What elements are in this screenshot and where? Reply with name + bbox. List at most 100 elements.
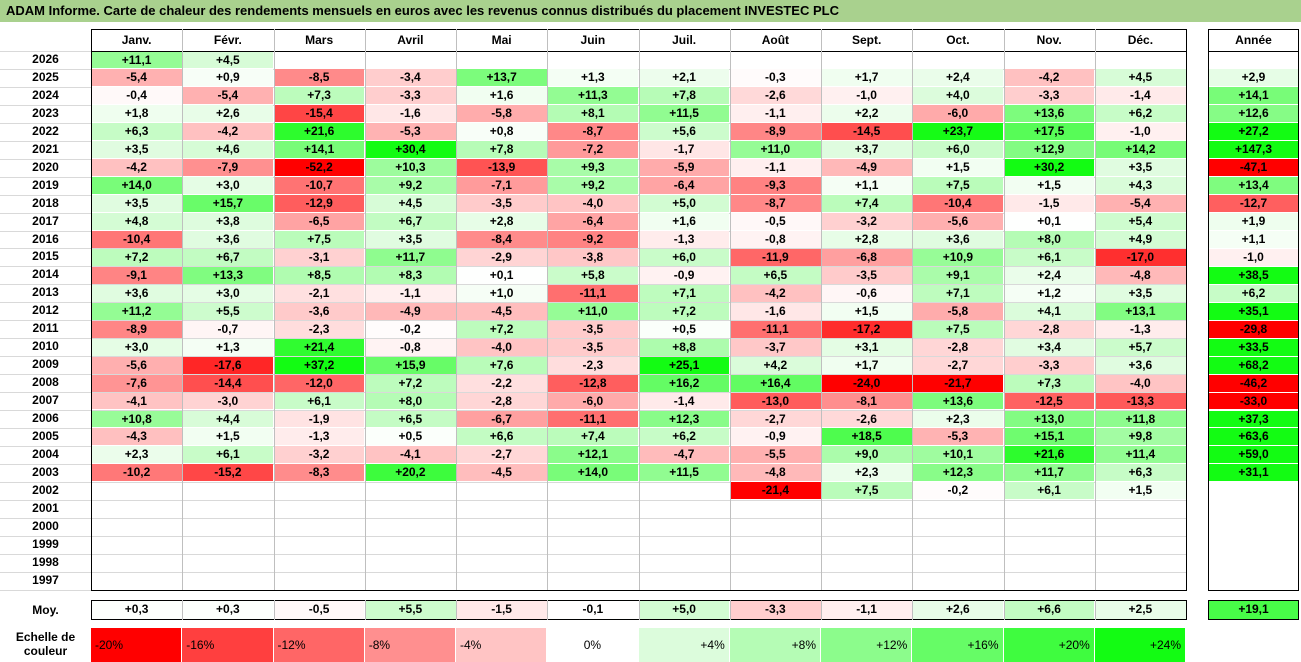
heatmap-cell: +8,0	[1004, 231, 1095, 248]
annual-cell	[1209, 554, 1299, 571]
heatmap-cell: +13,1	[1095, 302, 1186, 320]
heatmap-cell: -2,9	[456, 248, 547, 266]
heatmap-cell: -2,3	[547, 356, 638, 374]
heatmap-cell: -3,4	[365, 69, 456, 87]
heatmap-cell: -6,0	[912, 105, 1003, 123]
column-separator	[273, 599, 275, 620]
heatmap-cell: +15,7	[182, 195, 273, 213]
heatmap-cell	[1004, 554, 1094, 571]
heatmap-cell: -1,1	[730, 159, 821, 177]
heatmap-cell	[730, 536, 820, 553]
year-label: 2010	[32, 339, 59, 354]
heatmap-cell: -1,5	[1004, 195, 1095, 213]
heatmap-cell	[274, 572, 364, 589]
heatmap-cell: -17,6	[182, 356, 273, 374]
column-header: Juil.	[672, 33, 697, 47]
heatmap-cell: -11,1	[730, 320, 821, 338]
column-header: Déc.	[1127, 33, 1154, 47]
heatmap-cell: -7,1	[456, 177, 547, 195]
color-scale-swatch: +20%	[1003, 627, 1095, 662]
heatmap-cell: +15,9	[365, 356, 456, 374]
year-label: 2016	[32, 231, 59, 246]
heatmap-cell: +14,0	[547, 464, 638, 482]
year-label: 2017	[32, 213, 59, 228]
heatmap-cell: -7,2	[547, 141, 638, 159]
heatmap-cell: +30,4	[365, 141, 456, 159]
year-label: 2000	[32, 518, 59, 533]
color-scale-swatch: +8%	[729, 627, 821, 662]
heatmap-cell: -2,7	[912, 356, 1003, 374]
heatmap-cell: +0,8	[456, 123, 547, 141]
annual-cell	[1209, 518, 1299, 535]
heatmap-cell	[822, 536, 912, 553]
heatmap-cell: -2,2	[456, 374, 547, 392]
heatmap-cell: -0,4	[91, 87, 182, 105]
heatmap-cell: -13,3	[1095, 392, 1186, 410]
heatmap-cell: -4,7	[639, 446, 730, 464]
heatmap-cell	[92, 536, 182, 553]
heatmap-cell: +5,4	[1095, 213, 1186, 230]
heatmap-cell: -2,6	[821, 410, 912, 428]
heatmap-cell: +7,5	[274, 231, 365, 248]
heatmap-cell: -3,7	[730, 338, 821, 356]
color-scale-swatch: -4%	[456, 627, 548, 662]
heatmap-cell: +23,7	[912, 123, 1003, 141]
heatmap-cell: -4,2	[182, 123, 273, 141]
heatmap-cell: +6,1	[274, 392, 365, 410]
heatmap-cell: -5,6	[912, 213, 1003, 230]
annual-cell: +63,6	[1208, 428, 1299, 446]
heatmap-cell	[822, 52, 912, 69]
heatmap-cell	[274, 500, 364, 517]
heatmap-cell: +4,4	[182, 410, 273, 428]
heatmap-cell	[913, 500, 1003, 517]
heatmap-cell: +11,1	[91, 51, 182, 69]
column-separator	[364, 599, 366, 620]
heatmap-cell: -12,9	[274, 195, 365, 213]
heatmap-cell: +2,6	[182, 105, 273, 123]
heatmap-cell: +3,6	[182, 231, 273, 248]
heatmap-cell	[730, 52, 820, 69]
heatmap-cell: +8,3	[365, 266, 456, 284]
heatmap-cell: -21,7	[912, 374, 1003, 392]
heatmap-cell: +12,1	[547, 446, 638, 464]
heatmap-cell: -3,3	[1004, 87, 1095, 105]
heatmap-cell: +2,4	[912, 69, 1003, 87]
annual-cell: +59,0	[1208, 446, 1299, 464]
heatmap-cell: +1,7	[821, 356, 912, 374]
heatmap-cell: +1,3	[547, 69, 638, 87]
annual-cell: +68,2	[1208, 356, 1299, 374]
heatmap-cell: -0,8	[730, 231, 821, 248]
heatmap-cell: -21,4	[730, 482, 821, 500]
heatmap-cell: -8,7	[730, 195, 821, 213]
column-separator	[638, 29, 640, 590]
heatmap-cell: +7,2	[91, 248, 182, 266]
heatmap-cell: +4,2	[730, 356, 821, 374]
year-label: 2026	[32, 52, 59, 66]
heatmap-cell: +9,2	[547, 177, 638, 195]
heatmap-cell: +1,8	[91, 105, 182, 123]
annual-cell	[1209, 536, 1299, 553]
heatmap-cell: -6,4	[639, 177, 730, 195]
heatmap-cell	[365, 554, 455, 571]
heatmap-cell: -3,6	[274, 302, 365, 320]
heatmap-cell	[822, 572, 912, 589]
heatmap-cell: +2,2	[821, 105, 912, 123]
year-label: 2013	[32, 285, 59, 300]
year-label: 1999	[32, 536, 59, 551]
heatmap-cell: -10,2	[91, 464, 182, 482]
heatmap-cell: +25,1	[639, 356, 730, 374]
color-scale-swatch: -16%	[182, 627, 274, 662]
heatmap-cell: -2,8	[1004, 320, 1095, 338]
heatmap-cell: +7,2	[456, 320, 547, 338]
heatmap-cell: -8,5	[274, 69, 365, 87]
heatmap-cell	[457, 500, 547, 517]
heatmap-cell	[365, 52, 455, 69]
heatmap-cell: +0,1	[1004, 213, 1095, 230]
heatmap-cell: +13,7	[456, 69, 547, 87]
heatmap-cell	[457, 536, 547, 553]
heatmap-cell: -4,2	[1004, 69, 1095, 87]
heatmap-cell: +5,8	[547, 266, 638, 284]
year-label: 2001	[32, 500, 59, 515]
grid-line	[0, 589, 1186, 591]
heatmap-cell: +4,5	[182, 51, 273, 69]
